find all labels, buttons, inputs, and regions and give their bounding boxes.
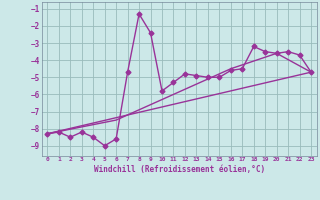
- X-axis label: Windchill (Refroidissement éolien,°C): Windchill (Refroidissement éolien,°C): [94, 165, 265, 174]
